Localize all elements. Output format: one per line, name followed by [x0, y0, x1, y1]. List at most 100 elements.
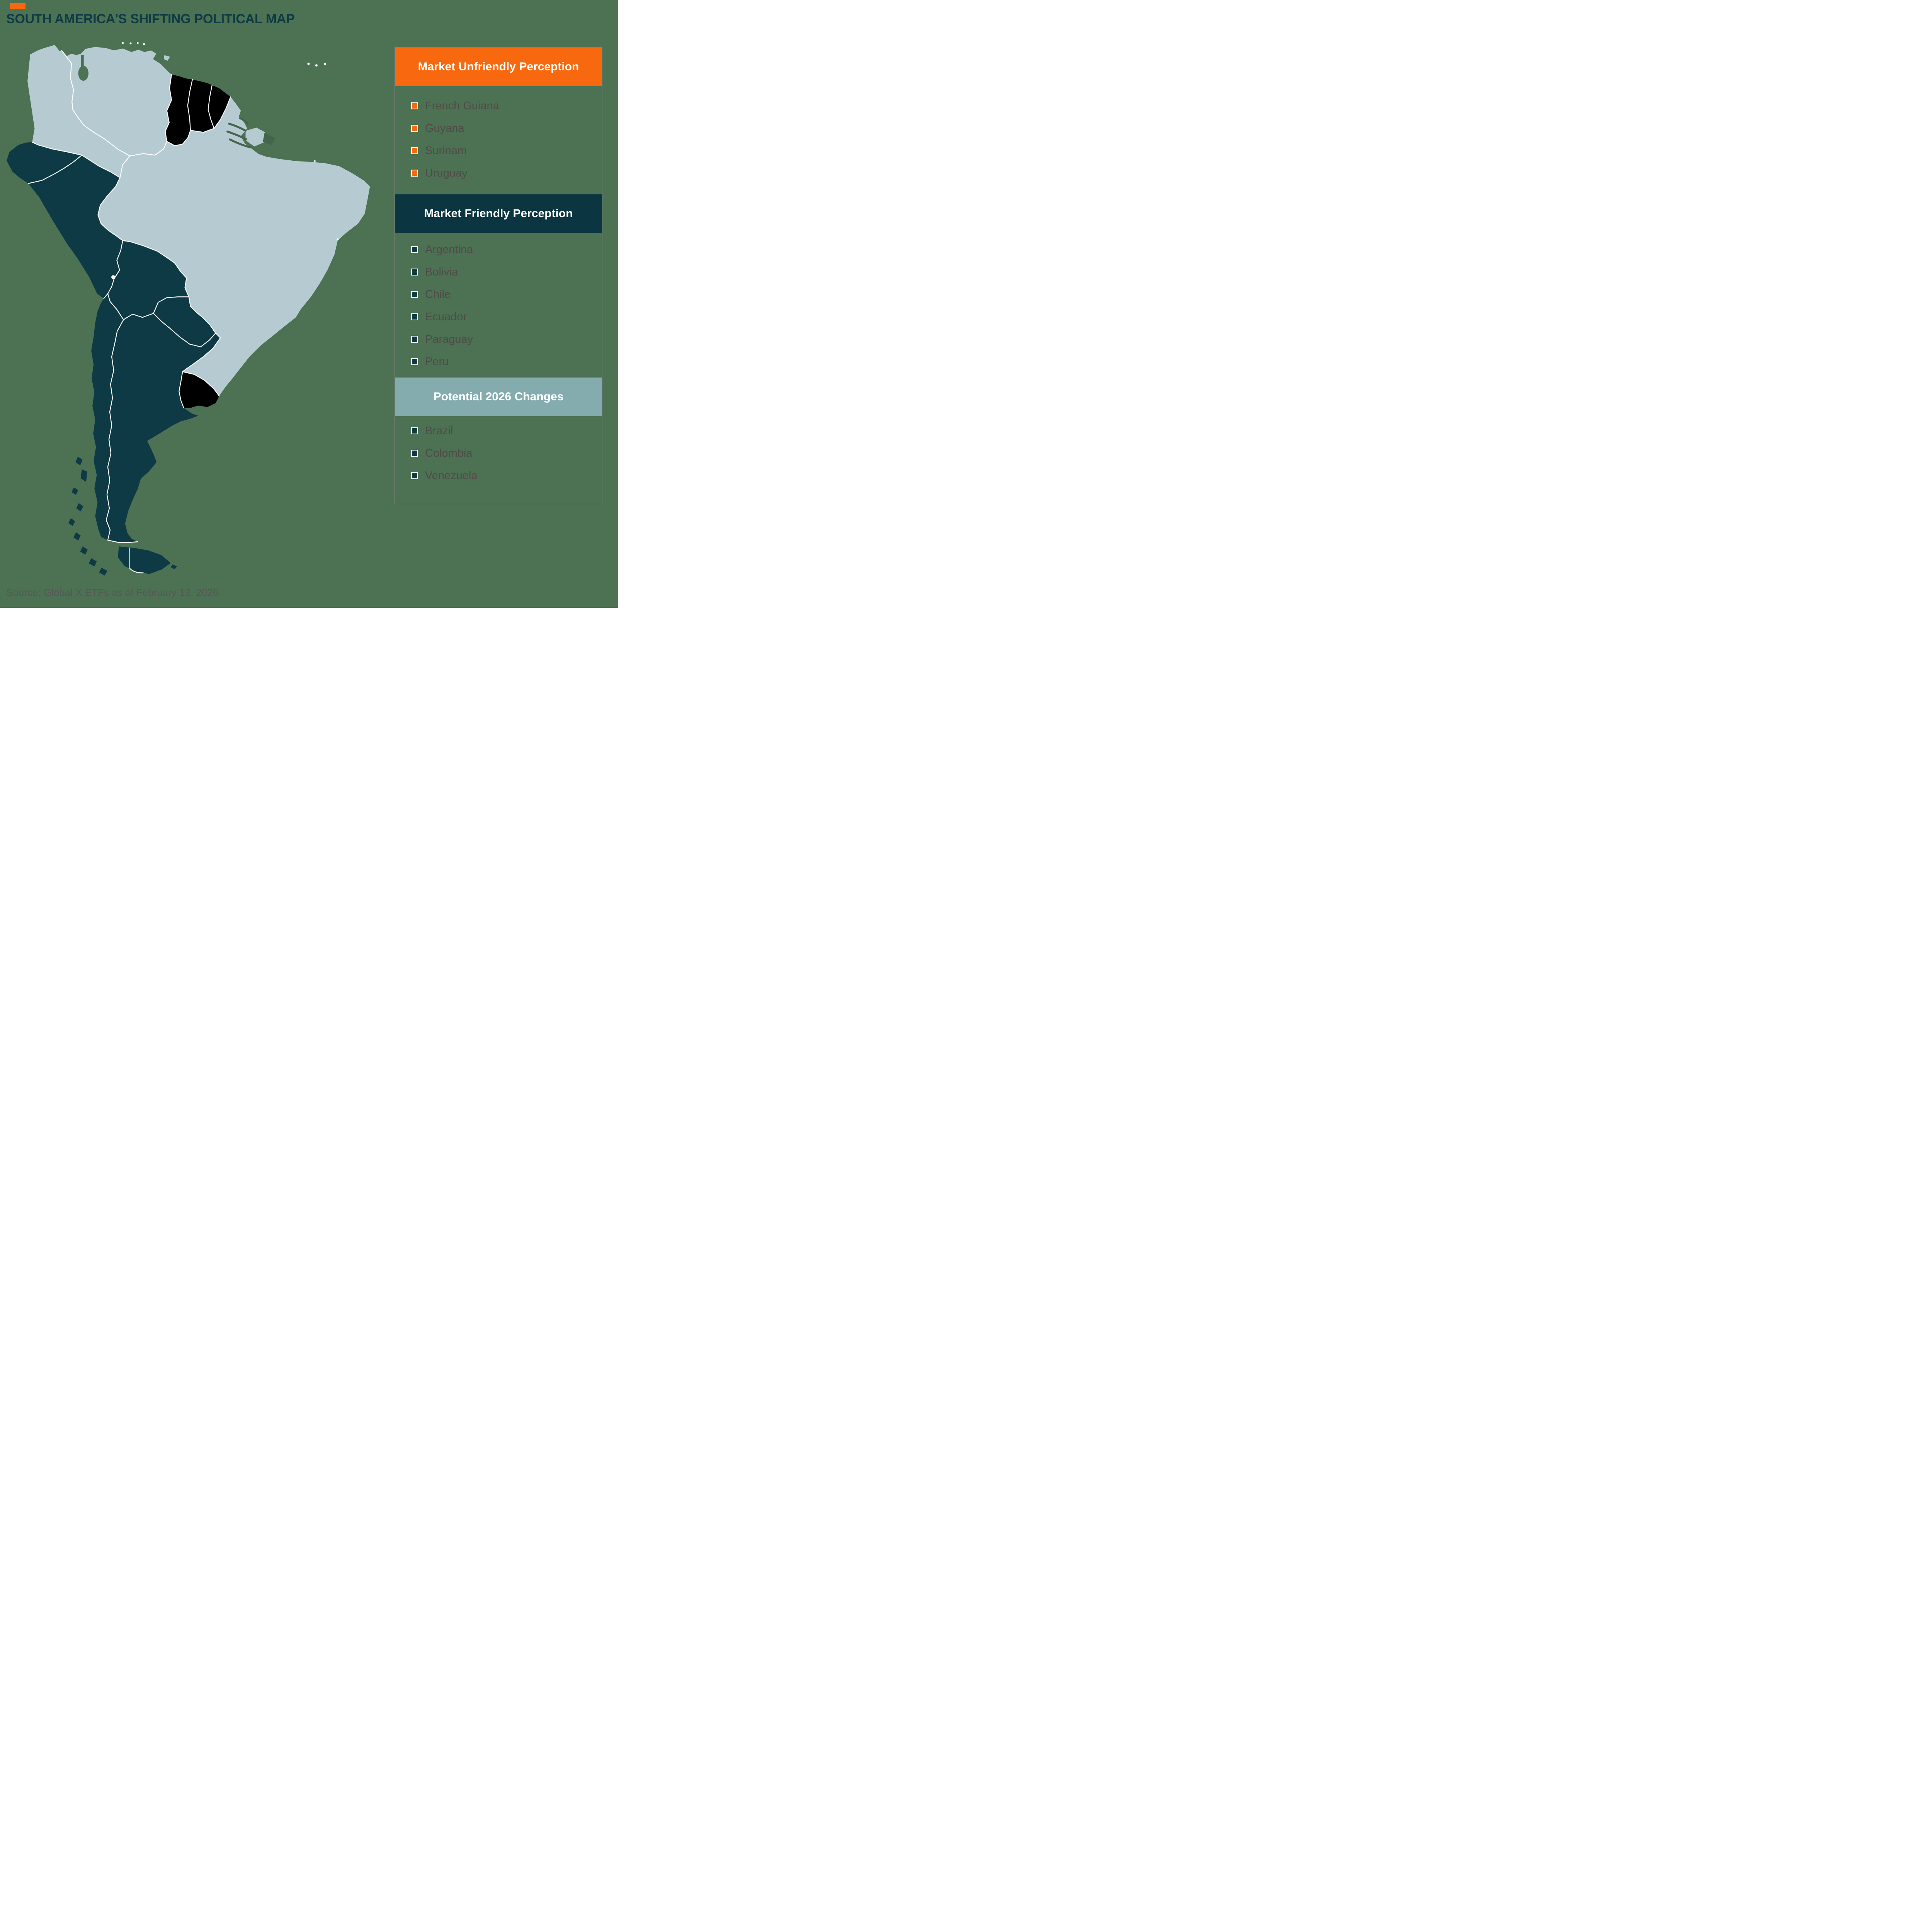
caribbean-island-dots — [122, 42, 327, 67]
border-colombia-brazil — [119, 155, 131, 178]
border-bolivia-chile — [107, 293, 124, 320]
legend-item-label: Paraguay — [425, 333, 473, 345]
legend-items-market-unfriendly: French Guiana Guyana Surinam Uruguay — [395, 95, 602, 184]
infographic-canvas: SOUTH AMERICA'S SHIFTING POLITICAL MAP — [0, 0, 618, 608]
legend-item-ecuador: Ecuador — [395, 306, 602, 328]
border-argentina-brazil — [182, 332, 221, 372]
border-venezuela-brazil — [129, 141, 167, 156]
border-peru-bolivia — [107, 240, 123, 294]
map-country-chile — [91, 294, 124, 540]
border-colombia-peru — [81, 155, 121, 178]
legend-bullet-icon — [411, 125, 418, 132]
map-svg — [7, 42, 370, 576]
legend-item-argentina: Argentina — [395, 238, 602, 261]
legend-item-label: Brazil — [425, 424, 453, 437]
legend-item-label: Uruguay — [425, 167, 468, 179]
border-guyana-brazil — [166, 130, 191, 146]
legend-panel: Market Unfriendly Perception French Guian… — [395, 47, 602, 504]
map-trinidad-island — [163, 55, 170, 61]
legend-item-venezuela: Venezuela — [395, 464, 602, 487]
amazon-delta-channels — [226, 117, 252, 148]
legend-bullet-icon — [411, 336, 418, 343]
border-colombia-ecuador — [32, 141, 82, 156]
border-ecuador-peru — [28, 155, 82, 184]
legend-item-brazil: Brazil — [395, 420, 602, 442]
map-marajo-island — [245, 128, 265, 147]
legend-item-bolivia: Bolivia — [395, 261, 602, 283]
border-paraguay-argentina — [153, 313, 216, 347]
border-bolivia-paraguay — [153, 296, 189, 314]
map-country-paraguay — [153, 297, 216, 347]
legend-bullet-icon — [411, 358, 418, 365]
page-title: SOUTH AMERICA'S SHIFTING POLITICAL MAP — [6, 12, 295, 26]
para-estuary — [263, 133, 276, 145]
coastal-bay-specks — [314, 160, 339, 241]
border-colombia-venezuela — [61, 50, 131, 156]
border-uruguay-brazil — [182, 371, 220, 397]
legend-item-label: Guyana — [425, 122, 464, 134]
country-borders — [28, 50, 231, 573]
map-country-french-guiana — [208, 85, 231, 129]
legend-item-french-guiana: French Guiana — [395, 95, 602, 117]
map-country-uruguay — [179, 371, 219, 408]
border-paraguay-brazil — [188, 296, 216, 334]
map-country-ecuador — [7, 142, 82, 184]
border-peru-brazil — [97, 177, 123, 241]
map-country-brazil — [98, 97, 370, 396]
legend-item-colombia: Colombia — [395, 442, 602, 464]
legend-item-label: Colombia — [425, 447, 473, 459]
source-text: Source: Global X ETFs as of February 13,… — [6, 587, 221, 598]
legend-item-label: Surinam — [425, 144, 467, 157]
title-accent-dash — [10, 3, 26, 9]
legend-item-peru: Peru — [395, 350, 602, 373]
legend-bullet-icon — [411, 147, 418, 154]
map-country-guyana — [165, 74, 192, 146]
border-suriname-brazil — [190, 128, 215, 133]
legend-item-uruguay: Uruguay — [395, 162, 602, 184]
legend-item-label: Bolivia — [425, 265, 458, 278]
legend-header-potential-2026: Potential 2026 Changes — [395, 378, 602, 416]
border-venezuela-guyana — [165, 74, 172, 142]
border-tierra-del-fuego — [129, 548, 144, 573]
south-america-map — [5, 42, 383, 582]
border-argentina-uruguay — [179, 371, 184, 408]
legend-bullet-icon — [411, 313, 418, 320]
legend-items-market-friendly: Argentina Bolivia Chile Ecuador Paraguay Peru — [395, 238, 602, 373]
border-suriname-french-guiana — [207, 85, 215, 129]
legend-bullet-icon — [411, 450, 418, 457]
border-bolivia-brazil — [122, 240, 189, 298]
legend-bullet-icon — [411, 170, 418, 177]
legend-item-label: Argentina — [425, 243, 473, 256]
map-country-suriname — [187, 79, 214, 133]
map-country-argentina — [106, 313, 221, 543]
legend-bullet-icon — [411, 102, 418, 109]
legend-item-chile: Chile — [395, 283, 602, 306]
legend-bullet-icon — [411, 472, 418, 479]
map-patagonian-fjord-islands — [68, 456, 107, 576]
legend-bullet-icon — [411, 427, 418, 434]
map-staten-island — [170, 565, 177, 570]
legend-item-label: Chile — [425, 288, 451, 301]
border-french-guiana-brazil — [213, 96, 231, 129]
map-country-colombia — [27, 45, 130, 178]
legend-bullet-icon — [411, 269, 418, 276]
map-country-peru — [28, 155, 123, 299]
legend-item-label: Venezuela — [425, 469, 478, 482]
legend-header-market-unfriendly: Market Unfriendly Perception — [395, 48, 602, 86]
border-argentina-chile — [105, 319, 138, 543]
legend-item-surinam: Surinam — [395, 139, 602, 162]
map-tierra-del-fuego — [118, 546, 171, 574]
border-peru-chile — [103, 293, 109, 299]
legend-item-label: French Guiana — [425, 99, 499, 112]
map-country-bolivia — [107, 240, 189, 320]
legend-item-label: Ecuador — [425, 310, 467, 323]
lake-maracaibo — [78, 66, 88, 81]
legend-item-guyana: Guyana — [395, 117, 602, 139]
border-guyana-suriname — [187, 79, 193, 131]
border-bolivia-argentina — [123, 313, 154, 320]
legend-bullet-icon — [411, 291, 418, 298]
legend-item-label: Peru — [425, 355, 449, 368]
legend-item-paraguay: Paraguay — [395, 328, 602, 350]
legend-items-potential-2026: Brazil Colombia Venezuela — [395, 420, 602, 487]
legend-bullet-icon — [411, 246, 418, 253]
